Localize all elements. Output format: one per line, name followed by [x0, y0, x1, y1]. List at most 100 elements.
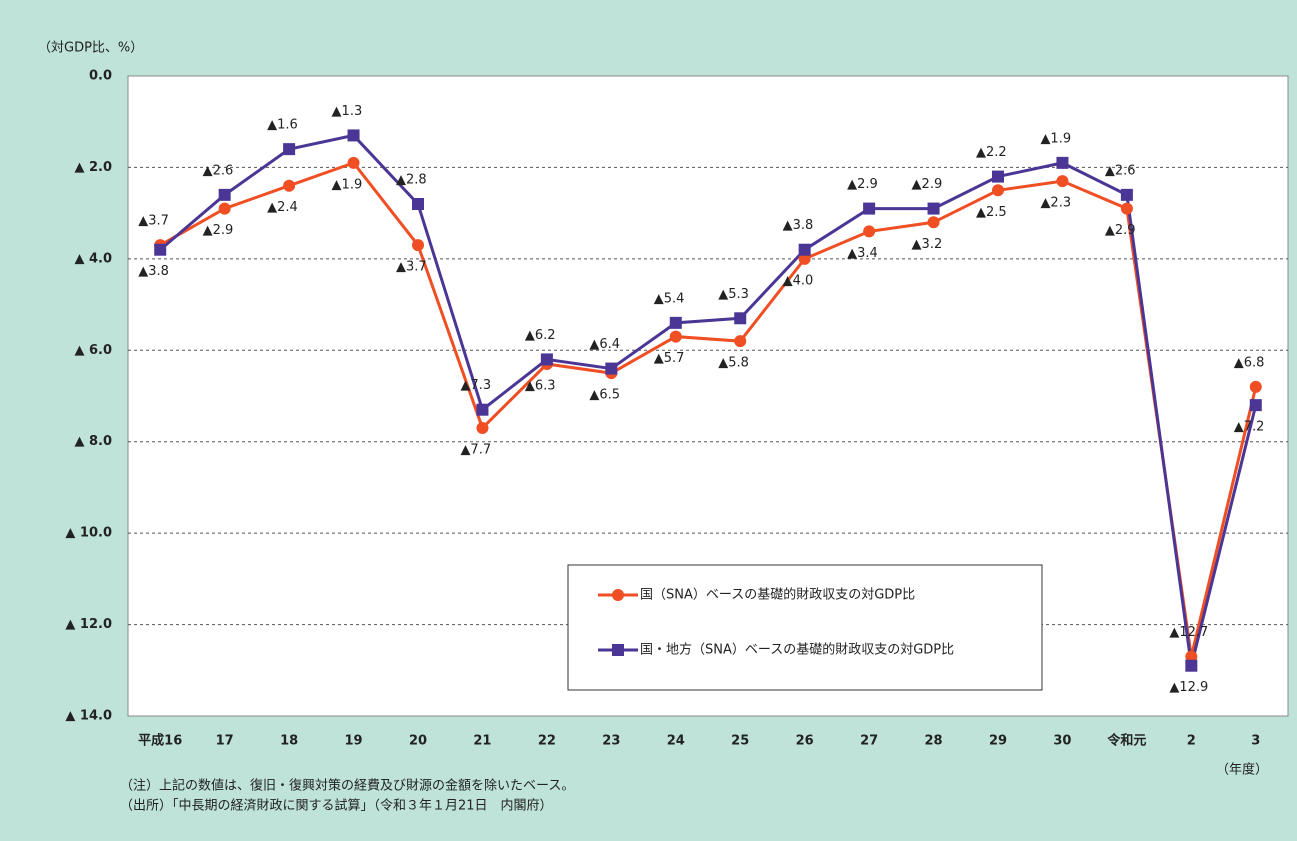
data-label: ▲3.2 — [912, 237, 943, 252]
series-line — [159, 161, 1258, 657]
x-tick-label: 21 — [473, 734, 491, 749]
note: （注）上記の数値は、復旧・復興対策の経費及び財源の金額を除いたベース。 — [120, 778, 574, 794]
x-tick-label: 26 — [796, 734, 814, 749]
data-label: ▲2.6 — [1105, 163, 1136, 178]
marker — [1185, 650, 1198, 663]
data-label: ▲1.9 — [332, 177, 363, 192]
data-label: ▲4.0 — [783, 273, 814, 288]
data-label: ▲12.7 — [1169, 625, 1208, 640]
marker — [218, 188, 231, 201]
x-tick-label: 20 — [409, 734, 427, 749]
series-line — [159, 133, 1258, 667]
x-tick-label: 18 — [280, 734, 298, 749]
marker — [992, 184, 1004, 197]
data-label: ▲7.7 — [460, 443, 491, 458]
y-tick-label: ▲ 10.0 — [65, 526, 112, 541]
marker — [734, 335, 747, 348]
data-label: ▲1.3 — [332, 104, 363, 119]
marker — [992, 170, 1004, 183]
marker — [283, 143, 296, 156]
data-label: ▲2.4 — [267, 200, 298, 215]
legend-marker — [612, 644, 624, 656]
data-label: ▲6.5 — [589, 388, 620, 403]
data-label: ▲3.7 — [396, 260, 427, 275]
data-label: ▲5.7 — [654, 351, 685, 366]
data-label: ▲1.6 — [267, 118, 298, 133]
data-label: ▲5.3 — [718, 287, 749, 302]
data-label: ▲6.3 — [525, 379, 556, 394]
legend-marker — [612, 589, 624, 601]
marker — [540, 353, 553, 366]
data-label: ▲2.5 — [976, 205, 1007, 220]
x-tick-label: 17 — [216, 734, 234, 749]
marker — [1249, 380, 1262, 393]
x-tick-label: 27 — [860, 734, 878, 749]
data-label: ▲3.4 — [847, 246, 878, 261]
y-tick-label: ▲ 4.0 — [74, 251, 112, 266]
marker — [927, 202, 940, 215]
marker — [1056, 175, 1069, 188]
data-label: ▲2.9 — [203, 223, 234, 238]
x-tick-label: 29 — [989, 734, 1007, 749]
note: （出所）「中長期の経済財政に関する試算」（令和３年１月21日 内閣府） — [120, 798, 553, 814]
marker — [669, 330, 682, 343]
data-label: ▲5.8 — [718, 356, 749, 371]
x-tick-label: 24 — [667, 734, 685, 749]
legend-label: 国・地方（SNA）ベースの基礎的財政収支の対GDP比 — [640, 642, 954, 658]
marker — [218, 202, 231, 215]
data-label: ▲2.9 — [847, 177, 878, 192]
marker — [412, 198, 424, 210]
data-label: ▲7.3 — [460, 378, 491, 393]
legend-label: 国（SNA）ベースの基礎的財政収支の対GDP比 — [640, 587, 915, 603]
x-tick-label: 23 — [602, 734, 620, 749]
y-tick-label: ▲ 2.0 — [74, 160, 112, 175]
marker — [347, 129, 360, 142]
x-tick-label: 2 — [1187, 734, 1196, 749]
marker — [605, 362, 618, 375]
y-tick-label: ▲ 6.0 — [74, 343, 112, 358]
marker — [1249, 399, 1262, 412]
data-label: ▲12.9 — [1169, 680, 1208, 695]
data-label: ▲2.6 — [203, 163, 234, 178]
x-tick-label: 22 — [538, 734, 556, 749]
marker — [476, 403, 489, 416]
marker — [412, 239, 424, 252]
data-label: ▲6.8 — [1234, 355, 1265, 370]
data-label: ▲2.9 — [912, 177, 943, 192]
marker — [476, 422, 489, 434]
marker — [863, 202, 876, 215]
data-label: ▲6.2 — [525, 328, 556, 343]
marker — [734, 312, 747, 325]
data-label: ▲6.4 — [589, 337, 620, 352]
data-label: ▲2.3 — [1040, 196, 1071, 211]
marker — [798, 252, 811, 265]
x-unit-label: （年度） — [1216, 762, 1268, 778]
x-tick-label: 19 — [345, 734, 363, 749]
marker — [1120, 202, 1133, 215]
y-tick-label: ▲ 12.0 — [65, 617, 112, 632]
marker — [1056, 156, 1069, 169]
x-tick-label: 令和元 — [1107, 733, 1146, 749]
data-label: ▲3.8 — [138, 264, 169, 279]
marker — [927, 216, 940, 229]
marker — [798, 243, 811, 256]
data-label: ▲1.9 — [1040, 131, 1071, 146]
data-label: ▲3.8 — [783, 218, 814, 233]
x-tick-label: 30 — [1053, 734, 1071, 749]
data-label: ▲2.2 — [976, 145, 1007, 160]
x-tick-label: 平成16 — [138, 733, 182, 749]
marker — [347, 156, 360, 169]
data-label: ▲2.9 — [1105, 223, 1136, 238]
y-tick-label: ▲ 8.0 — [74, 434, 112, 449]
y-unit-label: （対GDP比、%） — [38, 41, 143, 56]
data-label: ▲7.2 — [1234, 420, 1265, 435]
y-tick-label: 0.0 — [89, 69, 112, 84]
x-tick-label: 28 — [925, 734, 943, 749]
marker — [863, 225, 876, 238]
x-tick-label: 25 — [731, 734, 749, 749]
marker — [669, 316, 682, 329]
data-label: ▲5.4 — [654, 291, 685, 306]
data-label: ▲2.8 — [396, 173, 427, 188]
marker — [154, 243, 167, 256]
